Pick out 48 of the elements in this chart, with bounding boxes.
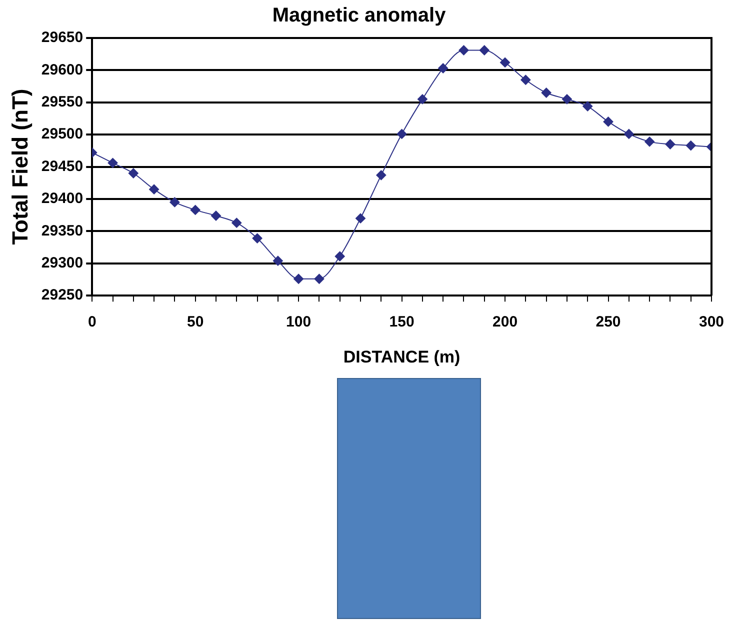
point — [458, 45, 469, 56]
x-tick-label: 250 — [596, 314, 621, 331]
x-tick-label: 300 — [698, 314, 724, 331]
y-axis-title: Total Field (nT) — [7, 88, 32, 245]
point — [170, 197, 180, 208]
point — [603, 116, 614, 127]
point — [500, 57, 510, 68]
point — [644, 136, 655, 147]
y-tick-label: 29450 — [41, 158, 84, 175]
point — [665, 139, 676, 150]
point — [314, 274, 324, 284]
point — [108, 158, 118, 168]
point — [582, 101, 593, 112]
chart-title: Magnetic anomaly — [272, 4, 447, 27]
point — [417, 94, 428, 104]
y-tick-label: 29550 — [41, 94, 84, 111]
point — [334, 251, 345, 262]
y-tick-label: 29300 — [41, 254, 84, 272]
point — [190, 204, 200, 215]
x-tick-label: 50 — [186, 314, 204, 331]
point — [562, 94, 572, 104]
point — [252, 233, 262, 244]
y-tick-label: 29650 — [41, 29, 84, 46]
point — [438, 63, 448, 74]
point — [294, 274, 304, 284]
x-axis-title: DISTANCE (m) — [343, 347, 460, 366]
point — [376, 170, 386, 180]
x-tick-label: 100 — [286, 314, 312, 331]
x-tick-label: 0 — [88, 314, 96, 331]
point — [149, 184, 160, 194]
point — [128, 168, 138, 178]
point — [624, 128, 634, 139]
point — [541, 88, 552, 98]
y-tick-label: 29350 — [41, 222, 84, 240]
y-tick-label: 29500 — [41, 126, 84, 143]
point — [272, 256, 283, 266]
x-tick-label: 200 — [492, 314, 518, 331]
point — [210, 210, 221, 221]
y-tick-label: 29600 — [41, 61, 84, 78]
y-tick-label: 29250 — [41, 286, 84, 304]
point — [232, 218, 242, 228]
point — [356, 213, 366, 224]
point — [479, 45, 490, 56]
point — [686, 140, 696, 151]
x-tick-label: 150 — [389, 314, 414, 331]
point — [396, 128, 407, 139]
point — [520, 74, 531, 85]
y-tick-label: 29400 — [41, 190, 84, 208]
